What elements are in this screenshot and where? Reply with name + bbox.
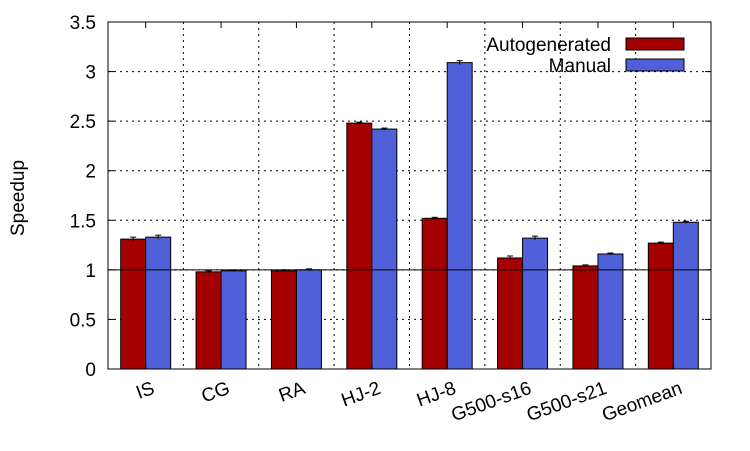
y-tick-label: 2.5 bbox=[70, 112, 96, 133]
bar-autogenerated bbox=[497, 257, 524, 370]
bar-manual bbox=[446, 62, 473, 370]
bar-manual bbox=[371, 128, 398, 370]
bar-autogenerated bbox=[195, 271, 222, 370]
y-tick-label: 0 bbox=[85, 360, 96, 381]
x-tick-label: HJ-2 bbox=[339, 378, 384, 411]
x-tick-label: RA bbox=[276, 378, 308, 407]
bar-manual bbox=[522, 237, 549, 370]
bar-autogenerated bbox=[572, 265, 599, 370]
y-tick-label: 0.5 bbox=[70, 310, 96, 331]
bar-manual bbox=[672, 221, 699, 370]
bar-manual bbox=[145, 236, 172, 370]
x-tick-label: CG bbox=[199, 378, 233, 407]
legend-label: Manual bbox=[549, 56, 611, 77]
bar-manual bbox=[597, 253, 624, 370]
y-tick-label: 3.5 bbox=[70, 13, 96, 34]
bar-autogenerated bbox=[120, 238, 147, 370]
y-axis-label: Speedup bbox=[8, 160, 29, 236]
bar-manual bbox=[295, 269, 322, 370]
legend-swatch bbox=[625, 37, 685, 51]
legend-label: Autogenerated bbox=[486, 35, 611, 56]
bar-manual bbox=[220, 270, 247, 370]
plot-frame bbox=[107, 21, 712, 370]
bar-autogenerated bbox=[346, 122, 373, 370]
bars bbox=[120, 60, 699, 370]
bar-autogenerated bbox=[421, 217, 448, 370]
x-tick-label: Geomean bbox=[599, 378, 685, 426]
x-tick-label: IS bbox=[133, 378, 157, 404]
y-tick-label: 2 bbox=[85, 162, 96, 183]
bar-autogenerated bbox=[270, 270, 297, 370]
legend-swatch bbox=[625, 58, 685, 72]
y-axis-ticks: 0 0.5 1 1.5 2 2.5 3 3.5 bbox=[70, 13, 711, 381]
bar-autogenerated bbox=[647, 242, 674, 370]
x-tick-label: G500-s16 bbox=[449, 378, 535, 426]
x-tick-label: G500-s21 bbox=[524, 378, 610, 426]
y-tick-label: 1 bbox=[85, 261, 96, 282]
y-tick-label: 3 bbox=[85, 63, 96, 84]
y-tick-label: 1.5 bbox=[70, 211, 96, 232]
